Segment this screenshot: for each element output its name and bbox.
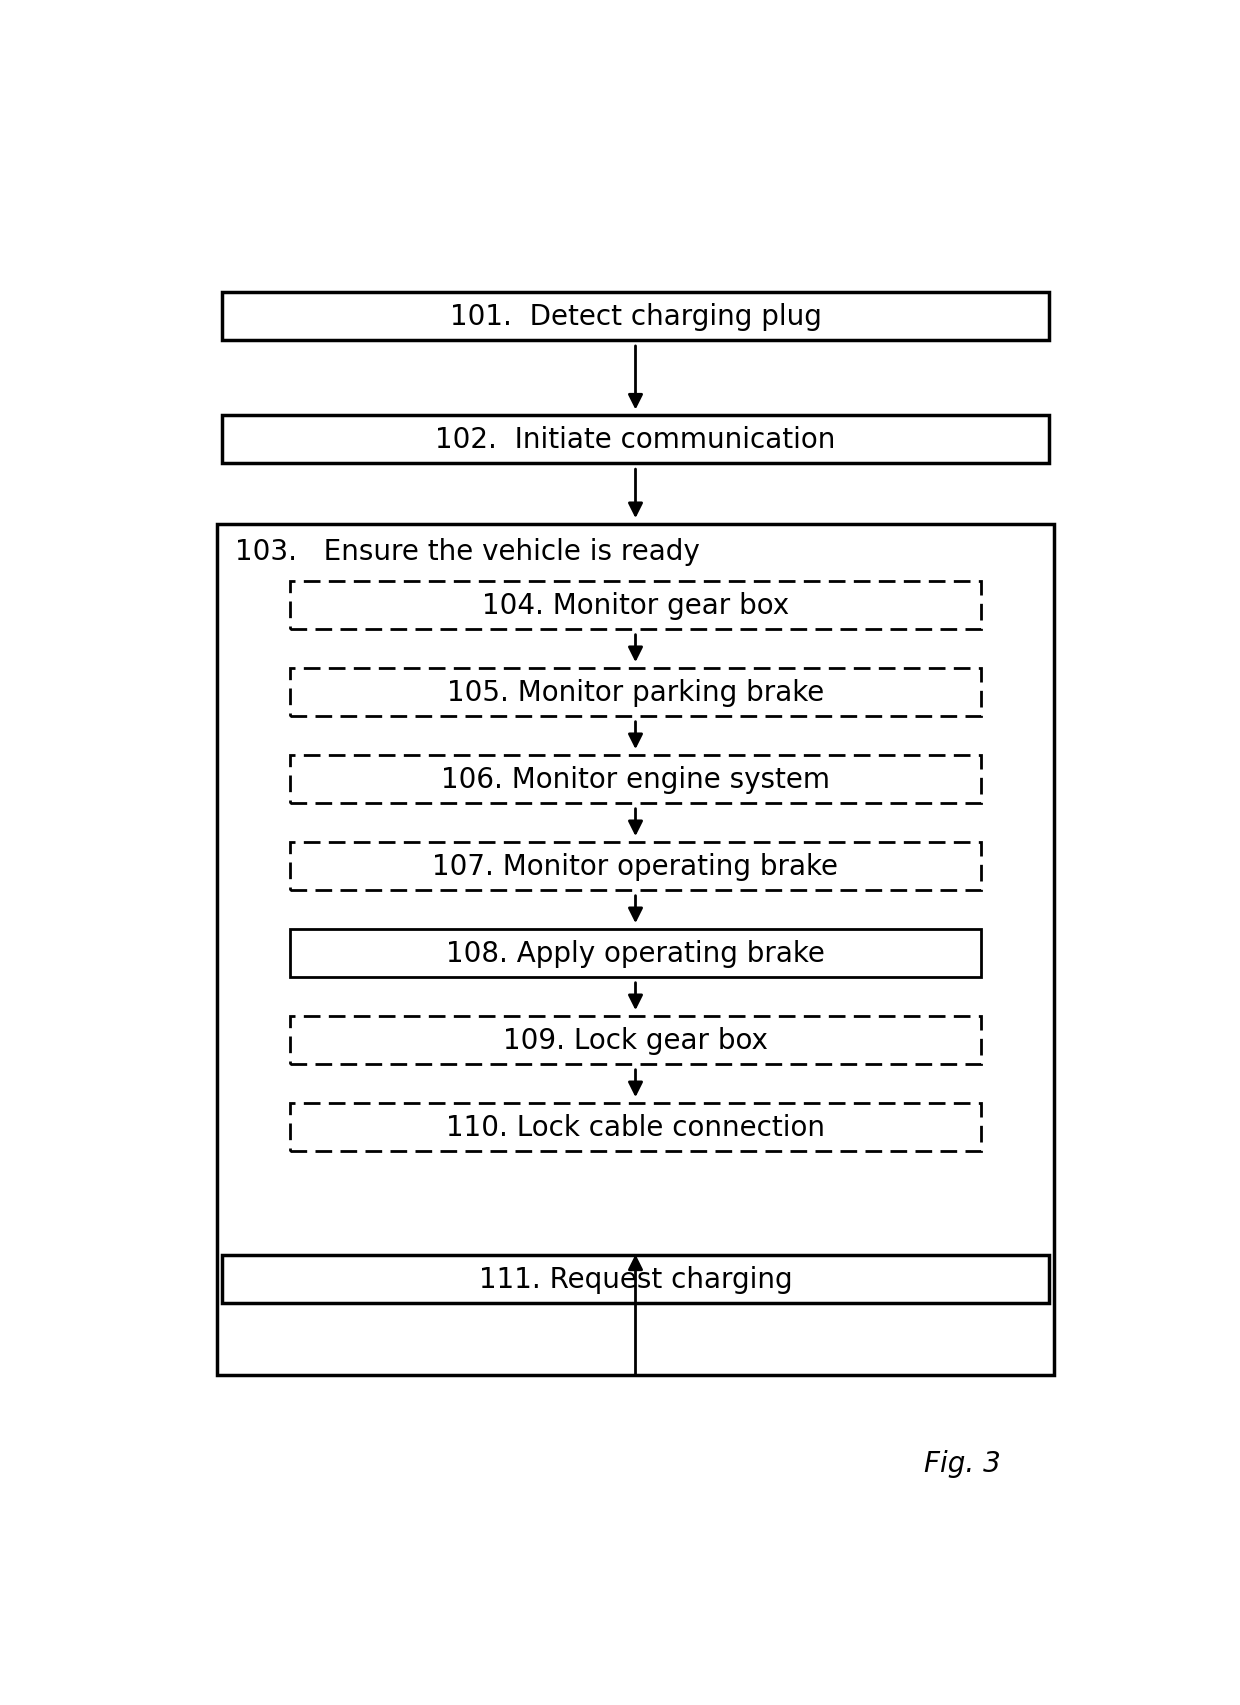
Text: 108. Apply operating brake: 108. Apply operating brake [446,939,825,967]
Bar [289,929,982,977]
Text: 110. Lock cable connection: 110. Lock cable connection [446,1113,825,1141]
Text: 111. Request charging: 111. Request charging [479,1265,792,1292]
Text: Fig. 3: Fig. 3 [924,1449,1001,1478]
Text: 103.   Ensure the vehicle is ready: 103. Ensure the vehicle is ready [234,537,699,566]
Text: 105. Monitor parking brake: 105. Monitor parking brake [446,679,825,706]
Bar [289,1103,982,1151]
Bar [289,842,982,890]
Bar [289,755,982,803]
Bar [222,1255,1049,1303]
Text: 109. Lock gear box: 109. Lock gear box [503,1026,768,1054]
Text: 107. Monitor operating brake: 107. Monitor operating brake [433,852,838,880]
Text: 102.  Initiate communication: 102. Initiate communication [435,426,836,454]
Bar [289,1016,982,1064]
Text: 104. Monitor gear box: 104. Monitor gear box [482,592,789,619]
Bar [222,293,1049,341]
Text: 106. Monitor engine system: 106. Monitor engine system [441,766,830,793]
Bar [217,525,1054,1376]
Bar [222,416,1049,464]
Bar [289,668,982,716]
Bar [289,581,982,629]
Text: 101.  Detect charging plug: 101. Detect charging plug [450,303,821,331]
